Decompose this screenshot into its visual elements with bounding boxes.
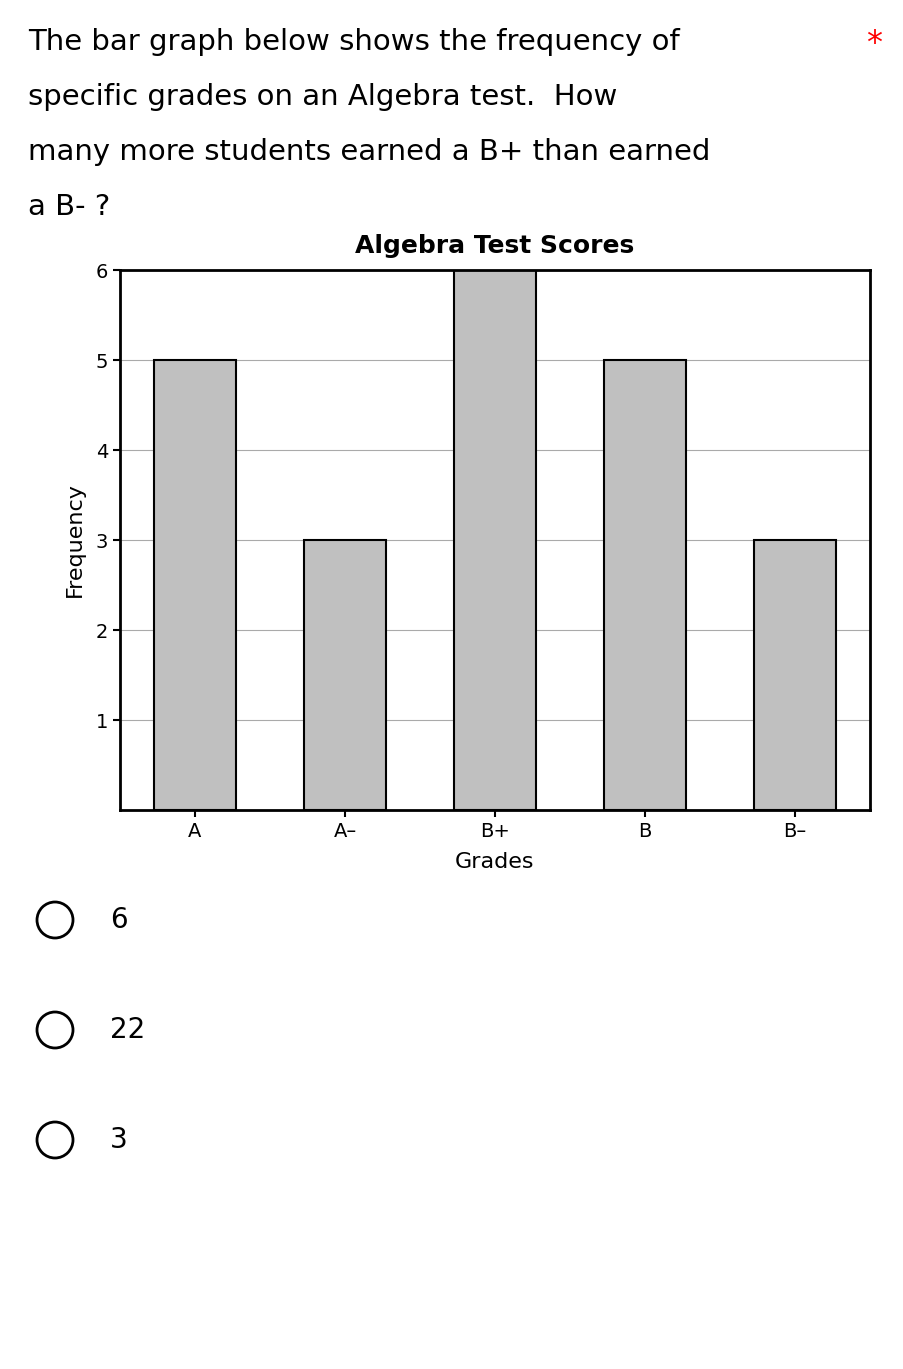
Text: 3: 3 — [110, 1125, 127, 1154]
Bar — [303, 539, 386, 810]
Bar — [453, 270, 535, 810]
Text: 6: 6 — [110, 906, 127, 934]
Bar — [154, 360, 236, 810]
Text: The bar graph below shows the frequency of: The bar graph below shows the frequency … — [28, 27, 679, 56]
Text: many more students earned a B+ than earned: many more students earned a B+ than earn… — [28, 138, 710, 166]
Title: Algebra Test Scores: Algebra Test Scores — [355, 234, 634, 259]
Text: 22: 22 — [110, 1016, 145, 1045]
X-axis label: Grades: Grades — [455, 852, 535, 872]
Text: specific grades on an Algebra test.  How: specific grades on an Algebra test. How — [28, 84, 617, 111]
Text: *: * — [865, 27, 881, 59]
Bar — [603, 360, 685, 810]
Bar — [753, 539, 835, 810]
Y-axis label: Frequency: Frequency — [64, 482, 85, 597]
Text: a B- ?: a B- ? — [28, 193, 110, 220]
